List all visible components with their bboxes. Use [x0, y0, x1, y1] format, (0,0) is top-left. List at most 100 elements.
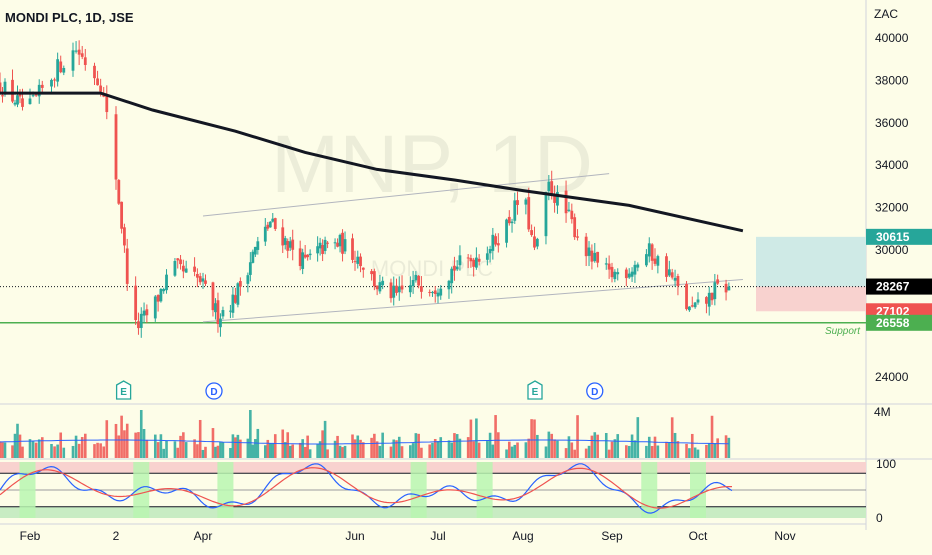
candle-body[interactable] [510, 221, 514, 224]
candle-body[interactable] [193, 266, 196, 272]
candle-body[interactable] [469, 258, 473, 262]
candle-body[interactable] [428, 291, 432, 293]
candle-body[interactable] [62, 67, 66, 73]
candle-body[interactable] [553, 194, 556, 203]
candle-body[interactable] [343, 239, 347, 252]
candle-body[interactable] [0, 82, 2, 93]
candle-body[interactable] [496, 243, 500, 246]
candle-body[interactable] [361, 267, 365, 270]
candle-body[interactable] [716, 279, 720, 284]
candle-body[interactable] [630, 271, 634, 277]
candle-body[interactable] [353, 261, 357, 263]
candle-body[interactable] [656, 256, 660, 266]
candle-body[interactable] [74, 50, 78, 52]
candle-body[interactable] [184, 268, 188, 273]
channel-lower-line[interactable] [202, 279, 743, 323]
candle-body[interactable] [56, 59, 60, 82]
candle-body[interactable] [11, 79, 14, 102]
candle-body[interactable] [145, 309, 149, 316]
candle-body[interactable] [99, 85, 103, 92]
candle-body[interactable] [713, 282, 717, 300]
candle-body[interactable] [236, 283, 240, 305]
candle-body[interactable] [488, 249, 492, 254]
candle-body[interactable] [650, 244, 654, 261]
candle-body[interactable] [696, 299, 700, 303]
candle-body[interactable] [505, 219, 508, 243]
candle-body[interactable] [93, 65, 96, 79]
candle-body[interactable] [564, 190, 568, 214]
candle-body[interactable] [201, 278, 205, 282]
candle-body[interactable] [436, 292, 440, 297]
candle-body[interactable] [336, 242, 339, 247]
candle-body[interactable] [266, 224, 270, 229]
earnings-marker[interactable]: E [527, 380, 543, 400]
candle-body[interactable] [474, 257, 478, 268]
candle-body[interactable] [727, 286, 731, 291]
candle-body[interactable] [1, 95, 4, 97]
candle-body[interactable] [137, 321, 140, 329]
candle-body[interactable] [198, 276, 202, 283]
candle-body[interactable] [318, 242, 322, 249]
candle-body[interactable] [238, 281, 242, 287]
candle-body[interactable] [453, 265, 456, 271]
candle-body[interactable] [256, 241, 260, 250]
candle-body[interactable] [283, 238, 287, 245]
candle-body[interactable] [233, 295, 237, 303]
candle-body[interactable] [431, 292, 434, 294]
moving-average-line[interactable] [0, 91, 744, 233]
candle-body[interactable] [573, 217, 577, 238]
price-axis[interactable]: 40000 38000 36000 34000 32000 30000 24000 [875, 31, 909, 384]
candle-body[interactable] [408, 285, 412, 293]
candle-body[interactable] [667, 269, 671, 276]
candle-body[interactable] [636, 264, 640, 268]
candle-body[interactable] [16, 95, 19, 105]
candle-body[interactable] [165, 274, 168, 291]
time-axis[interactable]: Feb 2 Apr Jun Jul Aug Sep Oct Nov [20, 529, 796, 543]
candle-body[interactable] [338, 234, 342, 247]
candle-body[interactable] [485, 253, 489, 260]
candle-body[interactable] [516, 200, 519, 205]
candle-body[interactable] [676, 276, 680, 286]
candle-body[interactable] [219, 318, 222, 328]
candle-body[interactable] [28, 98, 32, 105]
candle-body[interactable] [567, 209, 571, 211]
candle-body[interactable] [251, 251, 255, 263]
candle-body[interactable] [530, 230, 534, 236]
channel-upper-line[interactable] [202, 173, 610, 217]
candle-body[interactable] [596, 251, 600, 263]
candle-body[interactable] [491, 234, 495, 251]
candle-body[interactable] [688, 306, 691, 311]
candle-body[interactable] [96, 78, 99, 86]
candle-body[interactable] [273, 218, 277, 229]
candle-body[interactable] [524, 199, 528, 205]
candle-body[interactable] [231, 294, 235, 313]
candle-body[interactable] [494, 236, 497, 245]
candle-body[interactable] [527, 197, 531, 230]
candle-body[interactable] [670, 272, 674, 278]
candle-body[interactable] [673, 277, 677, 281]
candle-body[interactable] [321, 245, 325, 254]
candle-body[interactable] [647, 243, 651, 257]
dividend-marker[interactable]: D [205, 382, 223, 400]
candle-body[interactable] [550, 181, 554, 196]
candle-body[interactable] [359, 256, 362, 267]
candle-body[interactable] [724, 283, 728, 293]
candle-body[interactable] [587, 247, 591, 256]
candle-body[interactable] [221, 310, 225, 317]
candle-body[interactable] [139, 313, 143, 328]
symbol-title[interactable]: MONDI PLC, 1D, JSE [5, 10, 134, 25]
candle-body[interactable] [323, 239, 327, 251]
candle-body[interactable] [303, 254, 307, 258]
candle-body[interactable] [253, 246, 257, 255]
candle-body[interactable] [142, 310, 146, 316]
candle-body[interactable] [356, 256, 360, 264]
candle-body[interactable] [134, 285, 138, 320]
candle-body[interactable] [123, 227, 126, 246]
candle-body[interactable] [80, 53, 84, 57]
candle-body[interactable] [3, 81, 7, 95]
candle-body[interactable] [306, 254, 310, 258]
target-zone[interactable] [756, 236, 866, 287]
candle-body[interactable] [229, 310, 232, 312]
candle-body[interactable] [263, 226, 267, 242]
